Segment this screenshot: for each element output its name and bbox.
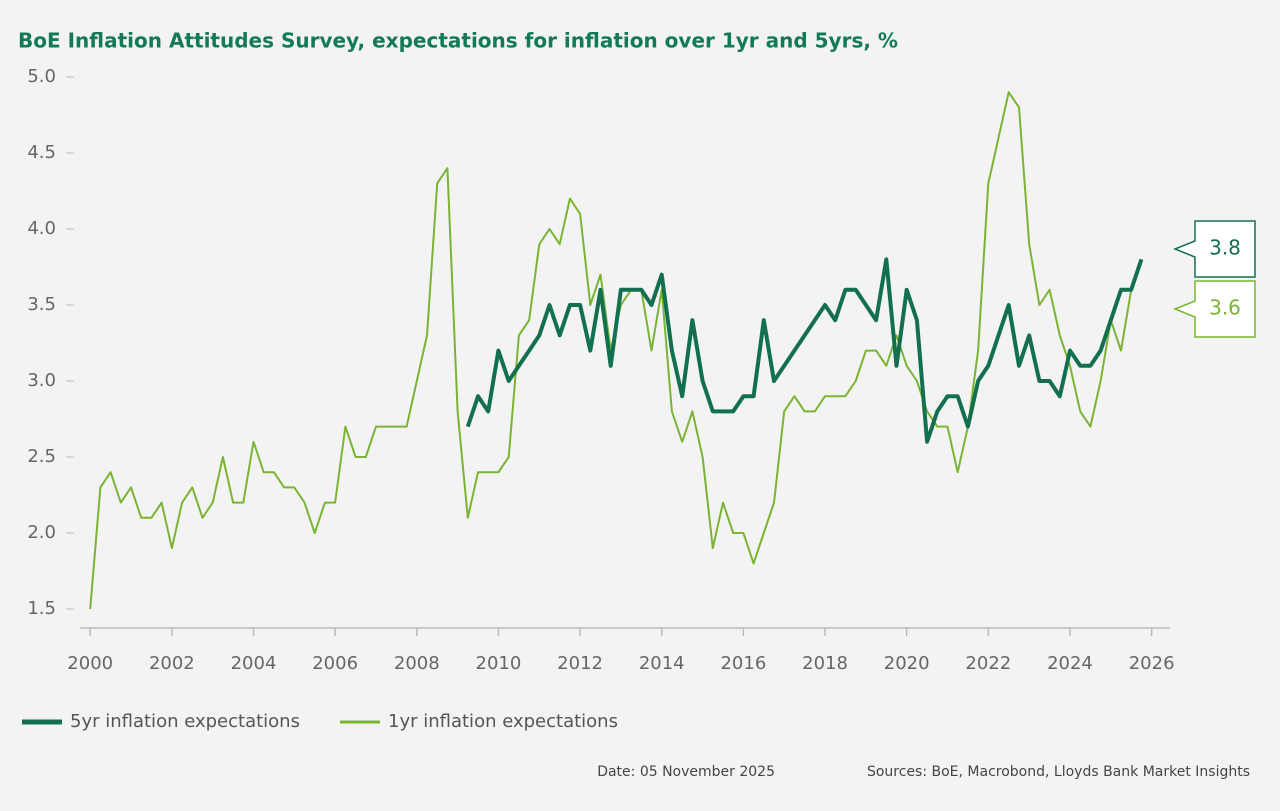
x-tick-label: 2018 xyxy=(802,653,848,674)
legend-label: 5yr inflation expectations xyxy=(70,711,300,732)
y-tick-label: 5.0 xyxy=(27,66,56,87)
callout-label: 3.6 xyxy=(1209,296,1241,320)
y-tick-label: 2.5 xyxy=(27,446,56,467)
series-line xyxy=(465,257,1144,444)
x-tick-label: 2002 xyxy=(149,653,195,674)
y-tick-label: 3.0 xyxy=(27,370,56,391)
x-tick-label: 2014 xyxy=(639,653,685,674)
callout-box xyxy=(1172,280,1256,338)
x-tick-label: 2022 xyxy=(965,653,1011,674)
x-tick-label: 2024 xyxy=(1047,653,1093,674)
x-tick-label: 2006 xyxy=(312,653,358,674)
y-tick-label: 1.5 xyxy=(27,598,56,619)
date-note: Date: 05 November 2025 xyxy=(597,764,775,780)
chart-title: BoE Inflation Attitudes Survey, expectat… xyxy=(18,29,898,53)
x-tick-label: 2016 xyxy=(720,653,766,674)
series-line xyxy=(89,91,1133,610)
y-tick-label: 4.0 xyxy=(27,218,56,239)
x-tick-label: 2008 xyxy=(394,653,440,674)
x-tick-label: 2010 xyxy=(476,653,522,674)
x-tick-label: 2020 xyxy=(884,653,930,674)
y-tick-label: 2.0 xyxy=(27,522,56,543)
x-tick-label: 2012 xyxy=(557,653,603,674)
y-tick-label: 3.5 xyxy=(27,294,56,315)
legend-label: 1yr inflation expectations xyxy=(388,711,618,732)
callout-label: 3.8 xyxy=(1209,236,1241,260)
source-note: Sources: BoE, Macrobond, Lloyds Bank Mar… xyxy=(867,764,1250,780)
callout-box xyxy=(1172,220,1256,278)
x-tick-label: 2026 xyxy=(1129,653,1175,674)
x-tick-label: 2004 xyxy=(231,653,277,674)
y-tick-label: 4.5 xyxy=(27,142,56,163)
x-tick-label: 2000 xyxy=(67,653,113,674)
